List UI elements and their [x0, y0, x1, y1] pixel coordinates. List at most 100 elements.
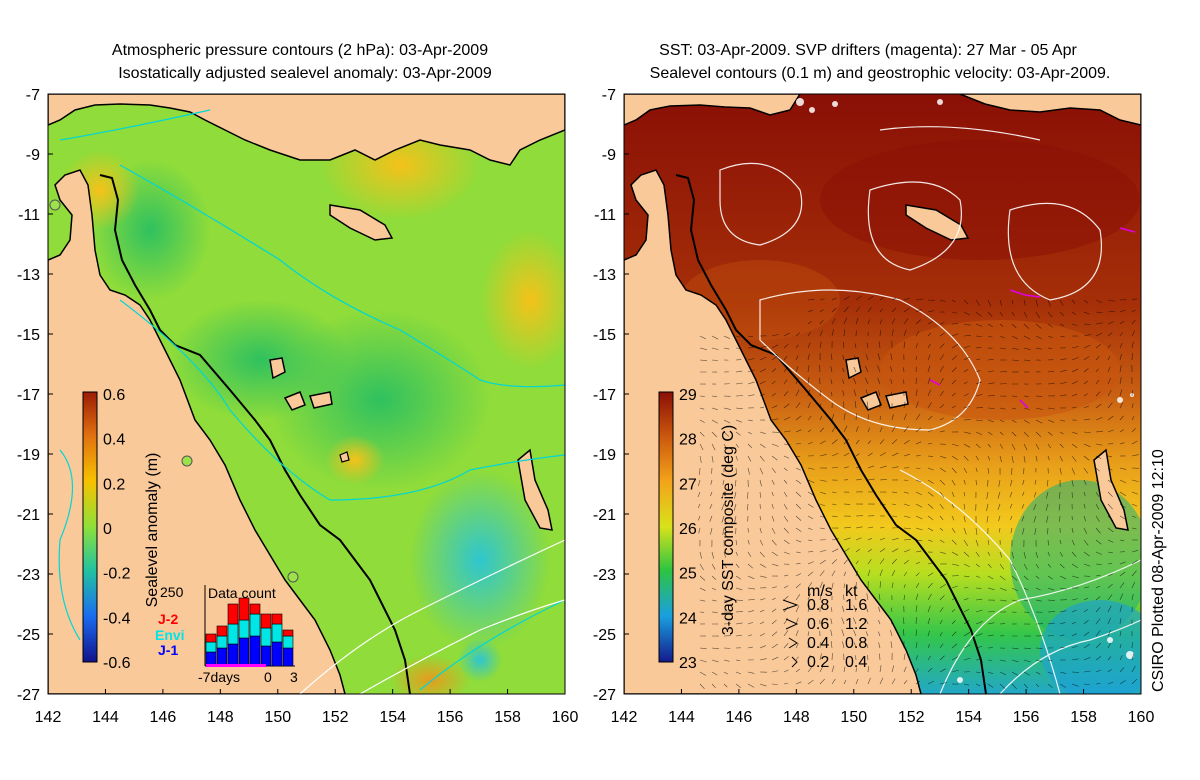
- velocity-arrow: [1083, 620, 1089, 625]
- velocity-arrow: [795, 377, 799, 385]
- velocity-arrow: [1023, 431, 1030, 438]
- velocity-arrow: [831, 678, 836, 685]
- velocity-arrow: [1095, 332, 1103, 337]
- velocity-arrow: [1083, 334, 1091, 337]
- velocity-arrow: [927, 455, 934, 457]
- velocity-arrow: [1119, 605, 1122, 613]
- velocity-arrow: [867, 559, 872, 565]
- velocity-arrow: [987, 587, 995, 590]
- velocity-arrow: [699, 563, 704, 571]
- velocity-arrow: [1107, 515, 1114, 522]
- velocity-arrow: [795, 402, 801, 409]
- velocity-arrow: [795, 527, 802, 532]
- velocity-arrow: [891, 329, 894, 337]
- velocity-arrow: [1083, 344, 1091, 349]
- velocity-arrow: [963, 479, 966, 485]
- velocity-arrow: [735, 563, 740, 568]
- velocity-arrow: [1119, 680, 1126, 685]
- velocity-arrow: [927, 415, 933, 421]
- velocity-arrow: [951, 491, 955, 498]
- velocity-arrow: [795, 551, 801, 553]
- velocity-arrow: [1033, 515, 1037, 523]
- velocity-arrow: [963, 609, 970, 613]
- velocity-arrow: [1095, 403, 1102, 409]
- velocity-arrow: [1011, 575, 1018, 581]
- velocity-arrow: [1035, 455, 1038, 462]
- velocity-arrow: [1107, 366, 1111, 373]
- velocity-arrow: [951, 631, 957, 637]
- velocity-arrow: [723, 563, 727, 569]
- velocity-arrow: [711, 407, 718, 410]
- velocity-arrow: [891, 439, 898, 445]
- velocity-arrow: [1095, 479, 1099, 484]
- left-colorbar-label: Sealevel anomaly (m): [144, 453, 161, 608]
- velocity-arrow: [1047, 419, 1055, 423]
- velocity-arrow: [747, 683, 755, 688]
- velocity-arrow: [795, 467, 801, 471]
- velocity-arrow: [747, 467, 750, 475]
- velocity-arrow: [927, 593, 932, 601]
- velocity-arrow: [951, 418, 958, 421]
- velocity-arrow: [853, 366, 857, 373]
- data-count-bar: [227, 643, 239, 667]
- velocity-arrow: [963, 632, 970, 637]
- velocity-legend-kt: 1.2: [845, 616, 867, 633]
- velocity-arrow: [735, 575, 742, 580]
- velocity-arrow: [1023, 311, 1028, 318]
- velocity-arrow: [878, 593, 881, 601]
- velocity-arrow: [783, 391, 789, 397]
- velocity-arrow: [1095, 455, 1102, 459]
- velocity-arrow: [807, 402, 811, 409]
- velocity-legend-ms: 0.6: [807, 616, 829, 633]
- velocity-arrow: [951, 443, 959, 447]
- velocity-arrow: [1033, 503, 1037, 511]
- velocity-arrow: [735, 611, 743, 613]
- velocity-arrow: [807, 666, 813, 673]
- velocity-arrow: [1022, 491, 1025, 496]
- velocity-arrow: [1071, 443, 1078, 449]
- velocity-arrow: [999, 347, 1007, 350]
- velocity-arrow: [915, 298, 923, 301]
- velocity-arrow: [734, 515, 737, 523]
- velocity-arrow: [842, 367, 845, 373]
- velocity-arrow: [819, 479, 827, 482]
- velocity-arrow: [841, 617, 845, 625]
- velocity-arrow: [1107, 551, 1113, 554]
- velocity-arrow: [783, 669, 789, 673]
- velocity-arrow: [987, 575, 994, 580]
- velocity-arrow: [747, 381, 755, 385]
- velocity-arrow: [771, 527, 776, 534]
- velocity-arrow: [1083, 418, 1091, 421]
- velocity-arrow: [831, 570, 836, 577]
- velocity-arrow: [891, 538, 899, 541]
- velocity-arrow: [903, 439, 910, 445]
- velocity-arrow: [795, 668, 800, 673]
- velocity-arrow: [1059, 551, 1063, 557]
- velocity-arrow: [771, 368, 777, 373]
- lat-tick-label: -23: [593, 567, 616, 584]
- velocity-arrow: [963, 657, 971, 661]
- lat-tick-label: -13: [17, 267, 40, 284]
- velocity-arrow: [915, 491, 922, 496]
- velocity-arrow: [975, 311, 982, 317]
- velocity-arrow: [807, 377, 810, 385]
- velocity-arrow: [975, 347, 982, 349]
- velocity-arrow: [853, 378, 857, 385]
- velocity-arrow: [759, 683, 767, 687]
- velocity-arrow: [939, 455, 947, 459]
- velocity-arrow: [1095, 311, 1103, 314]
- velocity-arrow: [1119, 353, 1122, 361]
- velocity-arrow: [999, 683, 1006, 689]
- velocity-arrow: [1095, 391, 1101, 397]
- velocity-arrow: [1047, 370, 1054, 373]
- velocity-arrow: [1011, 587, 1018, 592]
- velocity-arrow: [1059, 394, 1067, 397]
- velocity-arrow: [1059, 419, 1066, 422]
- velocity-arrow: [1083, 657, 1091, 661]
- velocity-arrow: [1107, 344, 1111, 349]
- velocity-arrow: [771, 418, 779, 421]
- velocity-arrow: [1131, 503, 1138, 507]
- velocity-arrow: [927, 365, 931, 373]
- velocity-arrow: [1071, 633, 1077, 637]
- velocity-arrow: [987, 359, 994, 361]
